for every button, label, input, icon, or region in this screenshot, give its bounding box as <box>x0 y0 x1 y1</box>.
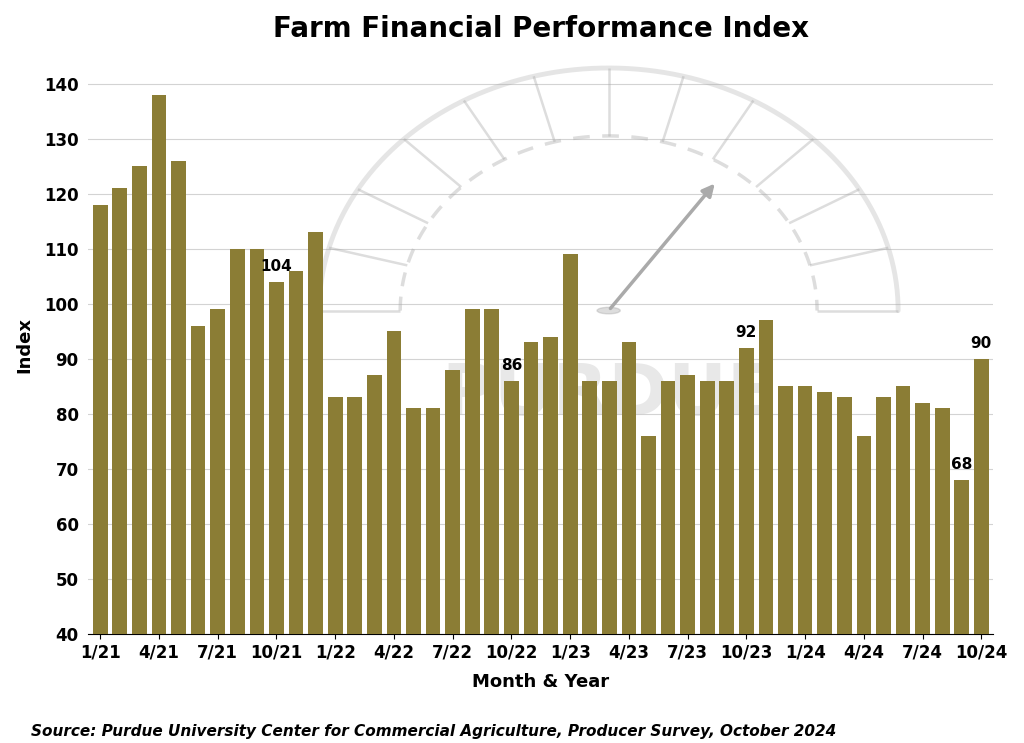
Bar <box>974 359 989 743</box>
Circle shape <box>597 308 621 314</box>
Bar <box>367 375 382 743</box>
Bar <box>426 409 440 743</box>
X-axis label: Month & Year: Month & Year <box>472 673 609 691</box>
Bar <box>289 271 303 743</box>
Bar <box>778 386 793 743</box>
Bar <box>308 233 323 743</box>
Bar <box>190 326 206 743</box>
Bar <box>132 166 146 743</box>
Bar <box>622 343 636 743</box>
Bar <box>720 381 734 743</box>
Bar <box>699 381 715 743</box>
Bar <box>93 205 108 743</box>
Bar <box>798 386 812 743</box>
Bar <box>935 409 949 743</box>
Bar <box>563 254 578 743</box>
Bar <box>759 320 773 743</box>
Text: Source: Purdue University Center for Commercial Agriculture, Producer Survey, Oc: Source: Purdue University Center for Com… <box>31 724 836 739</box>
Text: 92: 92 <box>735 325 757 340</box>
Bar <box>250 249 264 743</box>
Bar <box>347 398 362 743</box>
Bar <box>445 370 460 743</box>
Bar <box>877 398 891 743</box>
Bar <box>504 381 519 743</box>
Bar <box>641 436 655 743</box>
Text: 90: 90 <box>971 336 992 351</box>
Bar <box>387 331 401 743</box>
Bar <box>583 381 597 743</box>
Bar <box>660 381 676 743</box>
Bar <box>602 381 616 743</box>
Bar <box>269 282 284 743</box>
Text: 68: 68 <box>951 457 973 472</box>
Bar <box>210 310 225 743</box>
Bar <box>915 403 930 743</box>
Bar <box>152 95 166 743</box>
Bar <box>856 436 871 743</box>
Bar <box>896 386 910 743</box>
Bar <box>230 249 245 743</box>
Text: 104: 104 <box>260 259 292 273</box>
Bar <box>407 409 421 743</box>
Bar <box>113 189 127 743</box>
Bar <box>739 348 754 743</box>
Text: PURDUE: PURDUE <box>441 361 776 430</box>
Y-axis label: Index: Index <box>15 317 33 373</box>
Bar <box>484 310 499 743</box>
Bar <box>544 337 558 743</box>
Bar <box>171 161 186 743</box>
Bar <box>817 392 833 743</box>
Bar <box>328 398 342 743</box>
Bar <box>523 343 539 743</box>
Bar <box>680 375 695 743</box>
Bar <box>465 310 479 743</box>
Text: 86: 86 <box>501 357 522 373</box>
Bar <box>954 480 969 743</box>
Title: Farm Financial Performance Index: Farm Financial Performance Index <box>272 15 809 43</box>
Bar <box>837 398 852 743</box>
